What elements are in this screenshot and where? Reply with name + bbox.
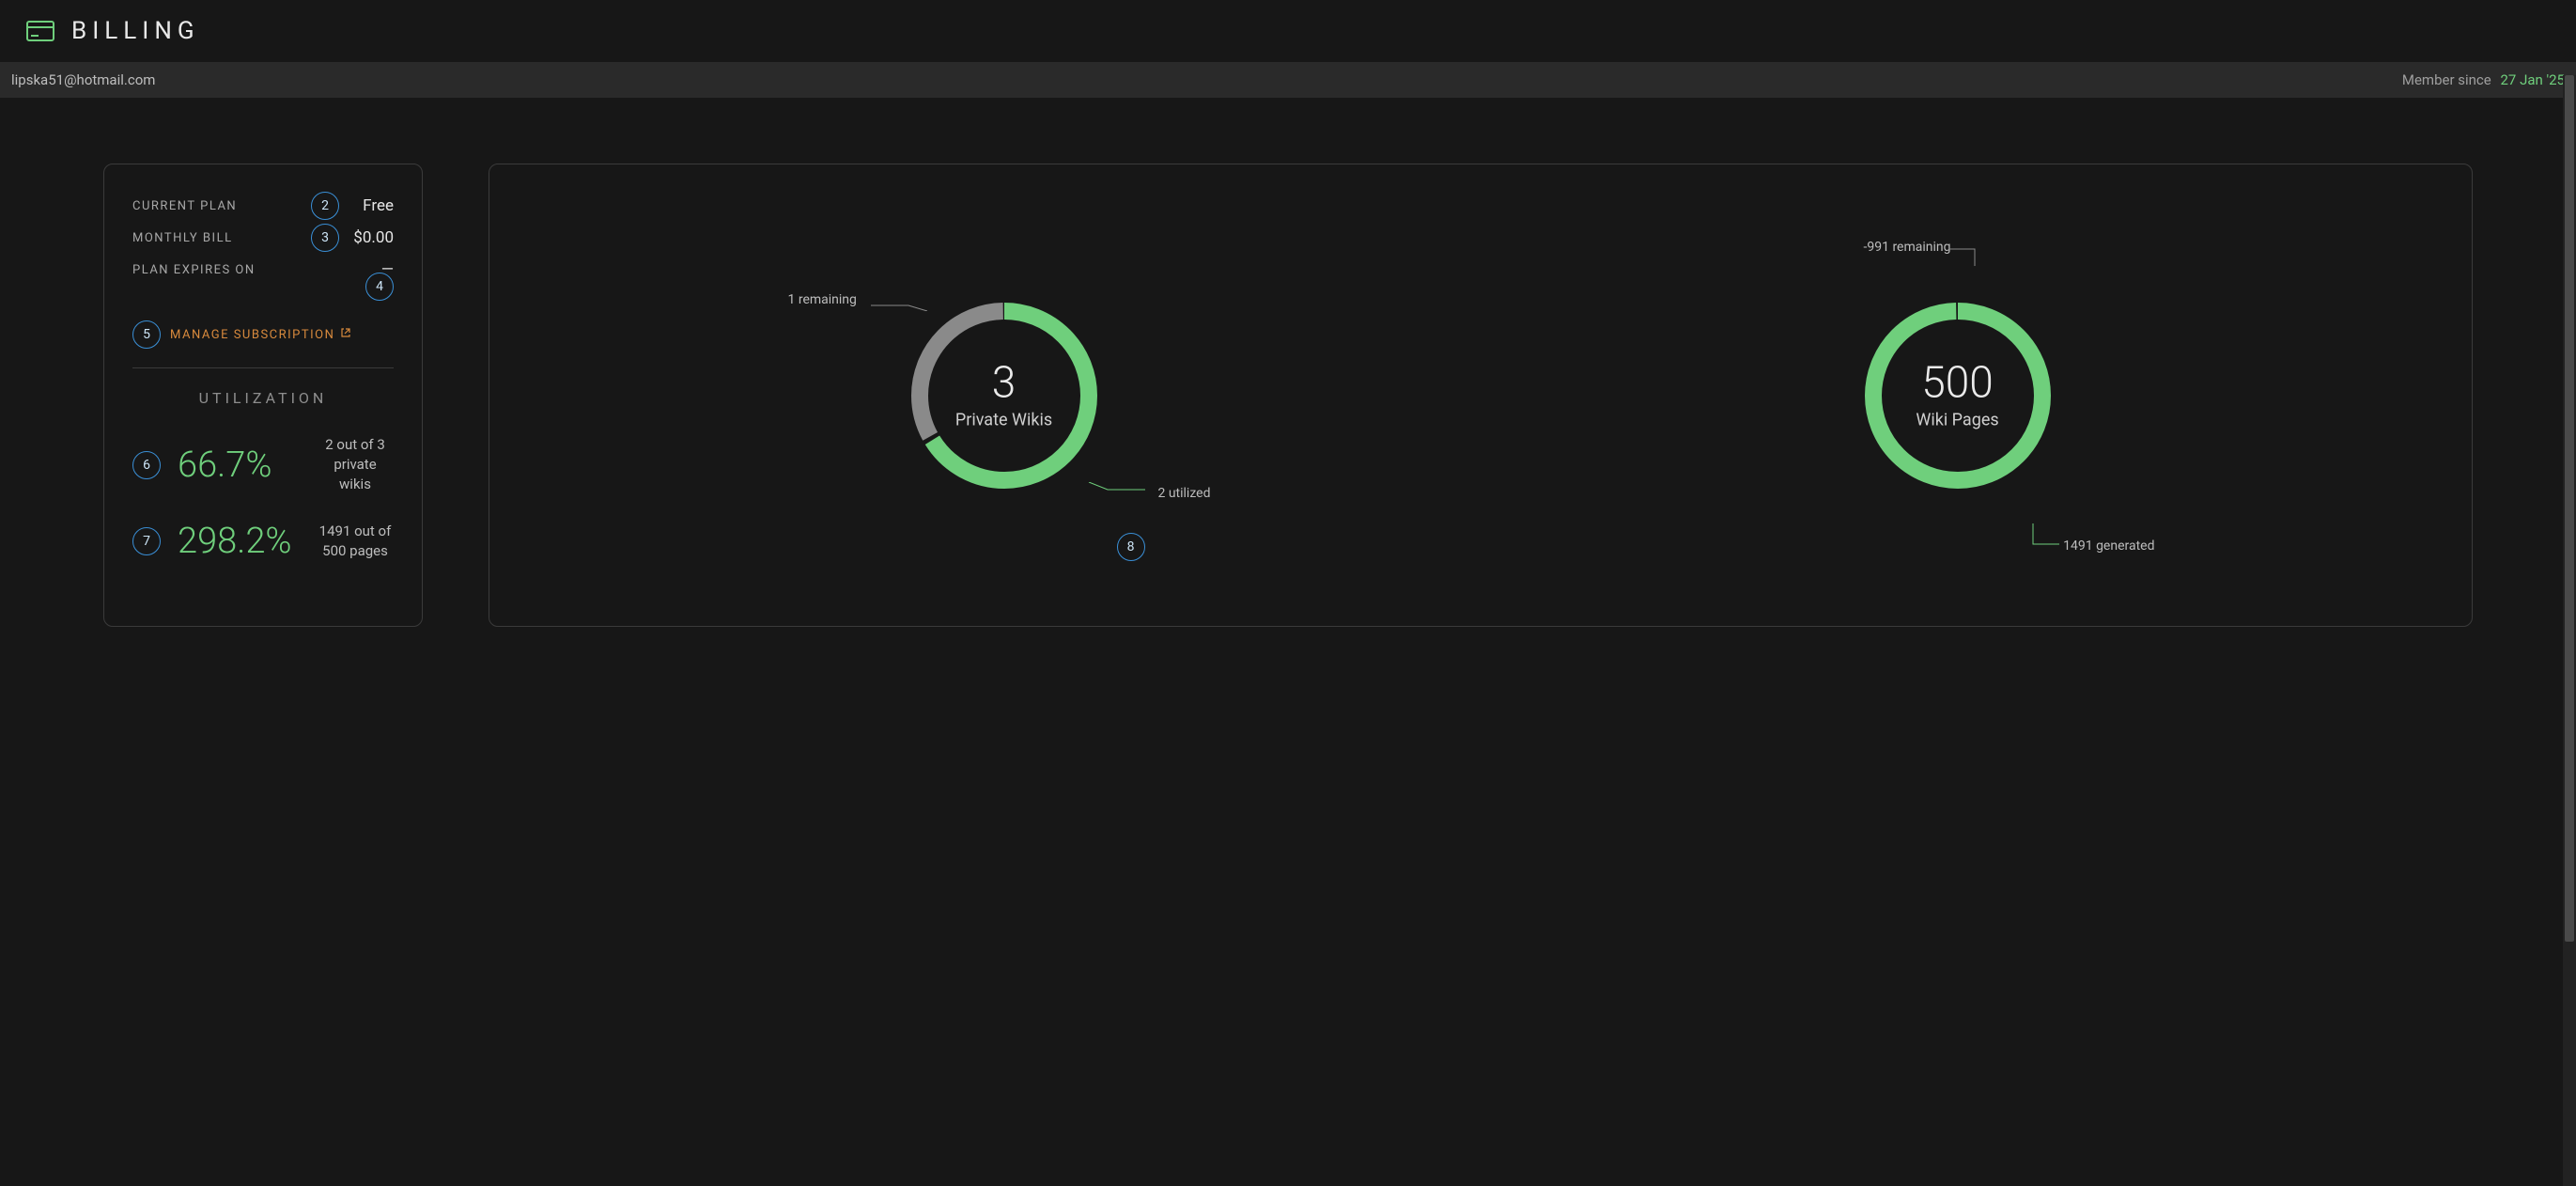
donut-label: Private Wikis [955, 410, 1052, 429]
member-since-label: Member since [2402, 71, 2491, 88]
callout-line-icon [871, 300, 937, 311]
external-link-icon [340, 327, 351, 342]
utilization-title: UTILIZATION [132, 389, 394, 407]
charts-card: 3 Private Wikis 1 remaining 2 utilized 8… [489, 164, 2473, 627]
plan-card: CURRENT PLAN 2 Free MONTHLY BILL 3 $0.00… [103, 164, 423, 627]
current-plan-label: CURRENT PLAN [132, 199, 237, 213]
divider [132, 367, 394, 368]
utilization-percent: 298.2% [178, 521, 300, 562]
monthly-bill-row: MONTHLY BILL 3 $0.00 [132, 228, 394, 247]
scrollbar[interactable] [2563, 75, 2576, 1186]
annotation-marker: 6 [132, 451, 161, 479]
member-since: Member since 27 Jan '25 [2402, 71, 2565, 88]
donut-utilized-label: 2 utilized [1157, 486, 1210, 501]
manage-subscription-label: MANAGE SUBSCRIPTION [170, 328, 334, 342]
page-title: BILLING [71, 17, 200, 45]
callout-line-icon [1948, 245, 1995, 268]
utilization-row-pages: 7 298.2% 1491 out of 500 pages [132, 521, 394, 562]
callout-line-icon [2012, 520, 2059, 548]
credit-card-icon [26, 21, 54, 41]
scrollbar-thumb[interactable] [2565, 75, 2574, 942]
monthly-bill-value: $0.00 [353, 228, 394, 247]
donut-remaining-label: -991 remaining [1864, 240, 1951, 255]
donut-value: 500 [1916, 361, 1998, 404]
donut-generated-label: 1491 generated [2063, 538, 2154, 554]
annotation-marker: 8 [1117, 533, 1145, 561]
account-email: lipska51@hotmail.com [11, 71, 155, 88]
annotation-marker: 2 [311, 192, 339, 220]
callout-line-icon [1079, 482, 1145, 495]
donut-chart-pages: 500 Wiki Pages -991 remaining 1491 gener… [1798, 236, 2118, 555]
annotation-marker: 4 [365, 273, 394, 301]
donut-value: 3 [955, 361, 1052, 404]
donut-chart-wikis: 3 Private Wikis 1 remaining 2 utilized 8 [845, 236, 1164, 555]
main-content: 1 9 CURRENT PLAN 2 Free MONTHLY BILL 3 $… [0, 98, 2576, 664]
manage-subscription-row: 5 MANAGE SUBSCRIPTION [132, 320, 394, 349]
annotation-marker: 3 [311, 224, 339, 252]
donut-center: 3 Private Wikis [955, 361, 1052, 429]
donut-label: Wiki Pages [1916, 410, 1998, 429]
manage-subscription-link[interactable]: MANAGE SUBSCRIPTION [170, 327, 351, 342]
monthly-bill-label: MONTHLY BILL [132, 231, 233, 245]
account-subbar: lipska51@hotmail.com Member since 27 Jan… [0, 62, 2576, 98]
donut-remaining-label: 1 remaining [788, 292, 857, 307]
utilization-row-wikis: 6 66.7% 2 out of 3 private wikis [132, 435, 394, 494]
plan-expires-label: PLAN EXPIRES ON [132, 263, 256, 277]
current-plan-value: Free [363, 196, 394, 215]
utilization-desc: 1491 out of 500 pages [317, 522, 394, 561]
utilization-desc: 2 out of 3 private wikis [317, 435, 394, 494]
plan-expires-row: PLAN EXPIRES ON — [132, 260, 394, 279]
page-header: BILLING [0, 0, 2576, 62]
annotation-marker: 7 [132, 527, 161, 555]
donut-center: 500 Wiki Pages [1916, 361, 1998, 429]
annotation-marker: 5 [132, 320, 161, 349]
current-plan-row: CURRENT PLAN 2 Free [132, 196, 394, 215]
utilization-percent: 66.7% [178, 445, 300, 486]
member-since-date: 27 Jan '25 [2500, 71, 2565, 88]
